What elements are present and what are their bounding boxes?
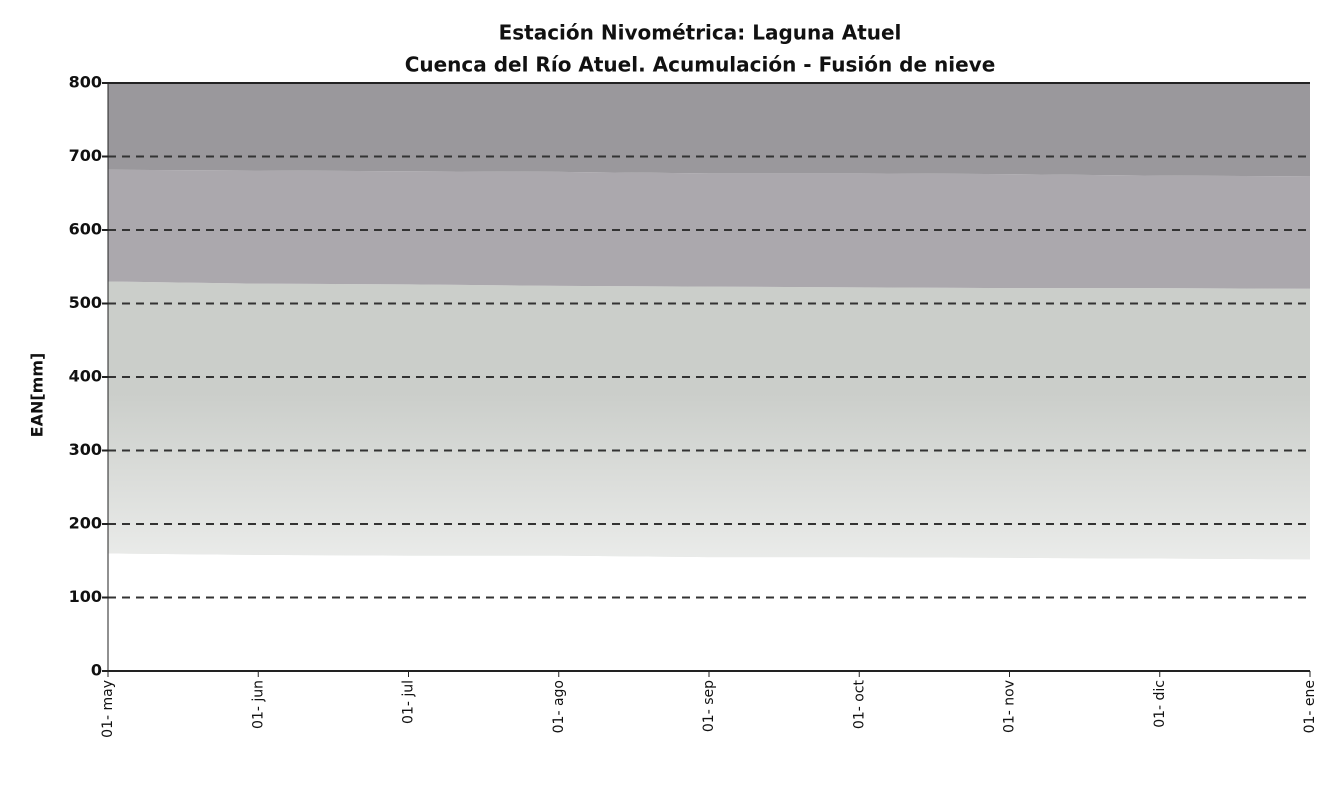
band-area: [108, 169, 1310, 289]
chart-title: Estación Nivométrica: Laguna Atuel: [499, 21, 902, 45]
x-tick-label: 01- jul: [401, 680, 417, 724]
x-tick-label: 01- ene: [1302, 680, 1318, 733]
y-axis-label: EAN[mm]: [28, 353, 47, 438]
x-tick-label: 01- dic: [1152, 680, 1168, 728]
y-tick-label: 700: [69, 146, 102, 165]
y-tick-label: 500: [69, 293, 102, 312]
chart-subtitle: Cuenca del Río Atuel. Acumulación - Fusi…: [405, 53, 996, 77]
band-shade: [108, 281, 1310, 560]
x-tick-label: 01- sep: [701, 680, 717, 732]
y-tick-label: 600: [69, 220, 102, 239]
y-tick-label: 400: [69, 367, 102, 386]
y-tick-label: 100: [69, 587, 102, 606]
x-tick-label: 01- ago: [551, 680, 567, 733]
y-tick-label: 200: [69, 514, 102, 533]
y-tick-label: 800: [69, 73, 102, 92]
y-tick-label: 300: [69, 440, 102, 459]
x-tick-label: 01- may: [100, 680, 116, 738]
x-tick-label: 01- oct: [851, 679, 867, 729]
x-tick-label: 01- nov: [1002, 680, 1018, 733]
x-tick-label: 01- jun: [250, 680, 266, 729]
y-tick-label: 0: [91, 661, 102, 680]
band-area: [108, 83, 1310, 177]
